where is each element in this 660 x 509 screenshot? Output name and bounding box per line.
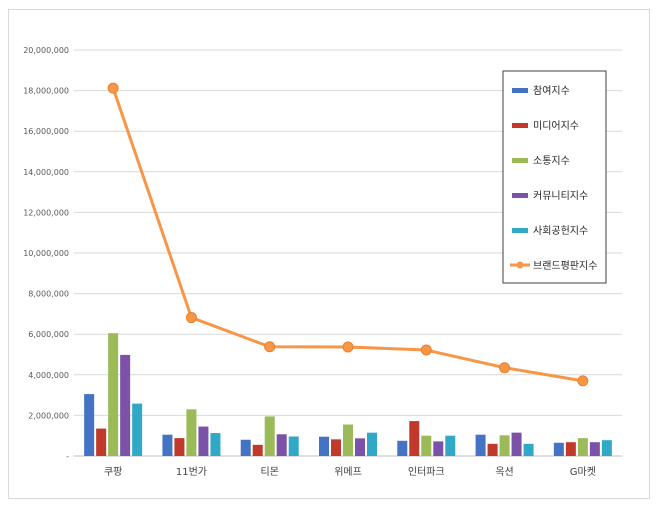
- bar: [288, 436, 299, 456]
- y-tick-label: 4,000,000: [28, 371, 69, 380]
- x-category-label: 티몬: [261, 466, 279, 478]
- bar: [210, 433, 221, 456]
- y-tick-label: 12,000,000: [23, 208, 69, 217]
- x-category-label: 인터파크: [408, 466, 445, 478]
- legend-swatch: [512, 193, 528, 198]
- line-point: [577, 375, 589, 387]
- bar: [433, 441, 444, 456]
- bar: [523, 443, 534, 456]
- legend-label: 커뮤니티지수: [533, 190, 588, 202]
- x-category-label: 옥션: [495, 466, 513, 478]
- bar: [355, 438, 365, 456]
- legend-label: 브랜드평판지수: [533, 260, 597, 272]
- bar: [198, 426, 209, 456]
- y-tick-label: 14,000,000: [23, 168, 69, 177]
- bar: [367, 432, 377, 456]
- bar: [240, 439, 251, 456]
- bar: [132, 403, 143, 456]
- reputation-line: [107, 82, 589, 387]
- bar: [264, 416, 275, 456]
- x-category-label: 위메프: [334, 465, 362, 478]
- bar: [331, 439, 341, 456]
- bar: [84, 394, 95, 456]
- bar: [186, 409, 197, 456]
- bar: [565, 442, 576, 456]
- legend-label: 미디어지수: [533, 120, 579, 132]
- legend-swatch: [512, 88, 528, 93]
- legend-label: 소통지수: [533, 155, 570, 167]
- x-category-label: 11번가: [176, 466, 207, 478]
- legend-swatch: [512, 123, 528, 128]
- bar: [276, 434, 287, 456]
- bars: [84, 333, 612, 456]
- x-category-label: G마켓: [570, 466, 596, 478]
- y-tick-label: 6,000,000: [28, 330, 69, 339]
- bar: [553, 442, 564, 456]
- y-tick-label: 8,000,000: [28, 290, 69, 299]
- y-tick-label: 2,000,000: [28, 411, 69, 420]
- legend-marker: [516, 261, 524, 269]
- bar: [589, 442, 600, 456]
- legend-swatch: [512, 158, 528, 163]
- y-tick-label: 10,000,000: [23, 249, 69, 258]
- legend-box: [502, 70, 607, 284]
- legend-swatch: [512, 228, 528, 233]
- y-axis-ticks: - 2,000,000 4,000,000 6,000,000 8,000,000 10,…: [23, 46, 69, 461]
- bar: [487, 443, 498, 456]
- line-point: [107, 82, 119, 94]
- bar: [108, 333, 119, 456]
- y-tick-label: 16,000,000: [23, 127, 69, 136]
- bar: [120, 354, 131, 456]
- x-category-label: 쿠팡: [104, 466, 122, 478]
- bar: [162, 434, 173, 456]
- bar: [445, 435, 456, 456]
- bar: [319, 436, 329, 456]
- x-axis-categories: 쿠팡 11번가 티몬 위메프 인터파크 옥션 G마켓: [104, 465, 596, 478]
- bar: [252, 444, 263, 456]
- bar: [96, 428, 107, 456]
- bar: [397, 440, 408, 456]
- line-point: [499, 362, 511, 374]
- line-point: [420, 344, 432, 356]
- y-tick-label: 20,000,000: [23, 46, 69, 55]
- bar: [499, 435, 510, 456]
- bar: [421, 435, 432, 456]
- legend-label: 사회공헌지수: [533, 225, 588, 237]
- bar: [475, 434, 486, 456]
- y-tick-label: -: [66, 452, 69, 461]
- bar: [511, 432, 522, 456]
- line-point: [264, 341, 276, 353]
- legend-label: 참여지수: [533, 85, 570, 97]
- bar: [577, 438, 588, 456]
- y-tick-label: 18,000,000: [23, 87, 69, 96]
- bar: [601, 440, 612, 456]
- bar: [343, 424, 353, 456]
- line-point: [342, 341, 354, 353]
- line-point: [185, 312, 197, 324]
- bar: [409, 421, 420, 456]
- bar: [174, 438, 185, 456]
